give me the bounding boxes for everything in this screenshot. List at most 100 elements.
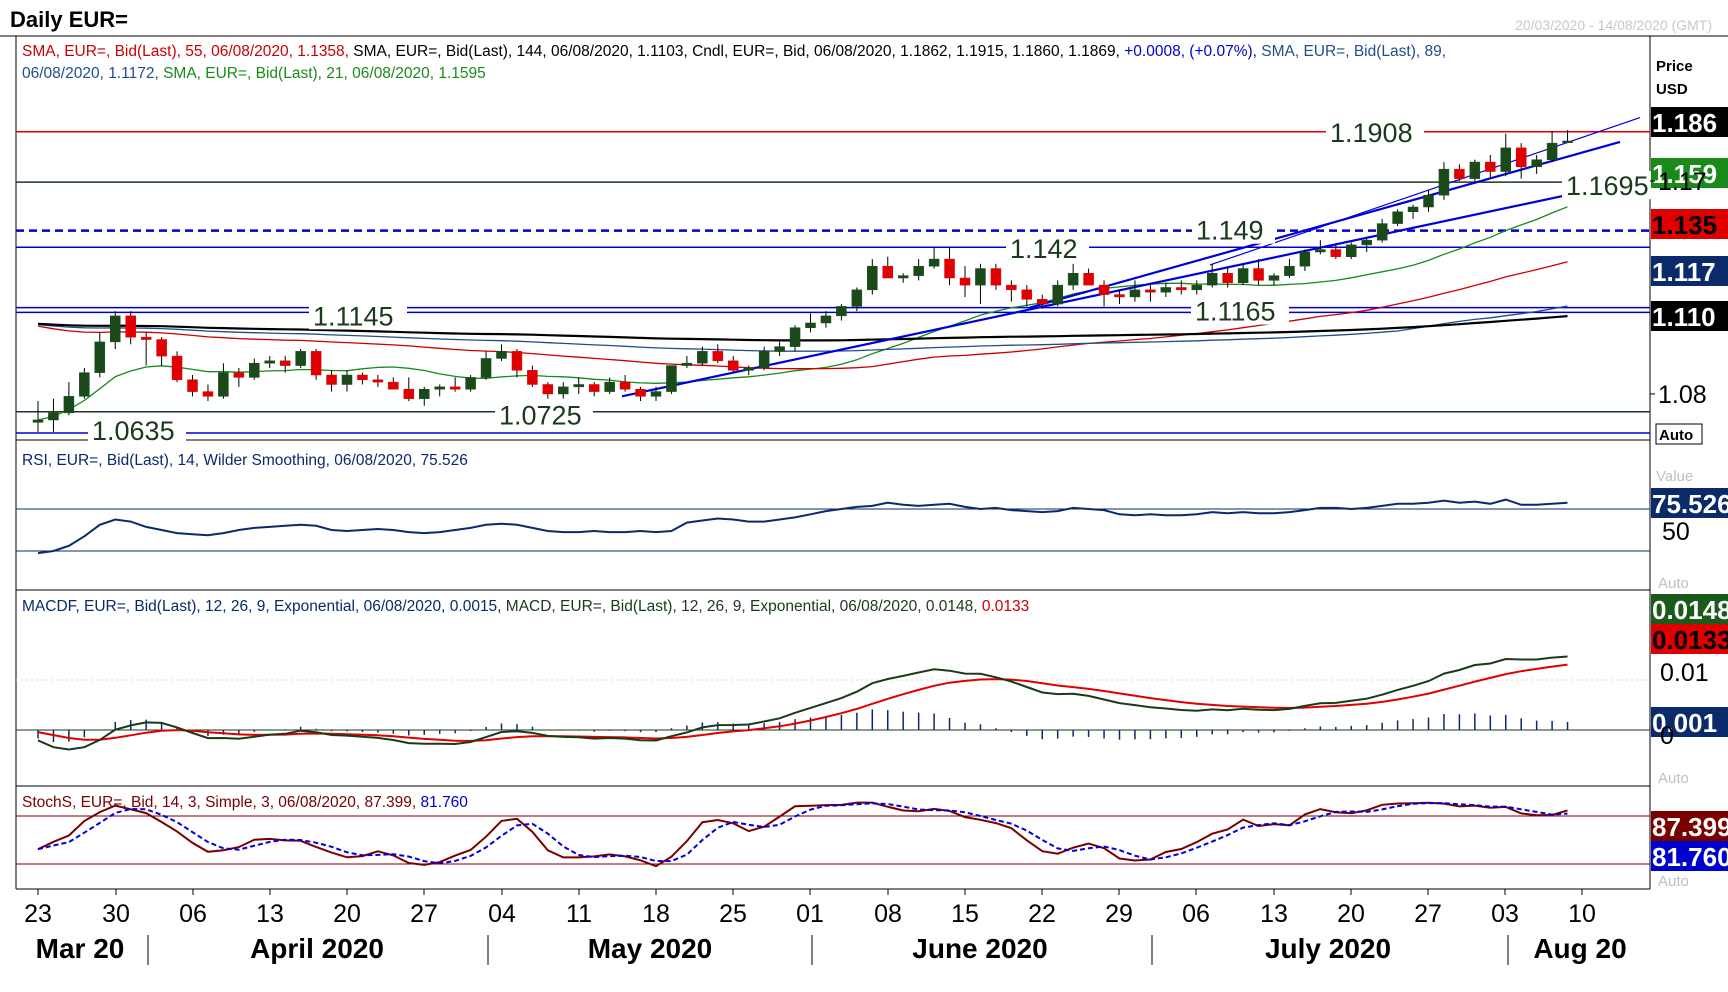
candle-up [1052, 284, 1063, 305]
x-month-label: April 2020 [250, 933, 384, 964]
rsi-tick-50: 50 [1662, 518, 1690, 546]
rsi-auto-label[interactable]: Auto [1658, 575, 1689, 592]
candle-down [388, 381, 399, 390]
moving-averages [37, 206, 1568, 421]
candle-down [1145, 289, 1156, 293]
price-auto-label[interactable]: Auto [1659, 427, 1693, 444]
macdf-badge-text: 0.001 [1652, 708, 1717, 738]
macd-auto-label[interactable]: Auto [1658, 770, 1689, 787]
candle-up [1206, 273, 1218, 286]
candle-up [79, 372, 90, 397]
candle-up [1268, 275, 1280, 281]
x-month-label: June 2020 [912, 933, 1047, 964]
candle-up [295, 351, 306, 366]
x-day-label: 27 [410, 900, 438, 928]
signal-badge [1651, 624, 1728, 654]
level-labels: 1.1908 1.1695 1.149 1.142 1.1145 1.1165 1.0725… [88, 118, 1660, 446]
candle-up [897, 275, 909, 279]
macd-tick-001: 0.01 [1660, 659, 1709, 687]
candle-up [1469, 161, 1481, 179]
candle-up [264, 360, 275, 364]
x-day-label: 30 [102, 900, 130, 928]
candle-down [588, 384, 600, 392]
candle-down [1253, 268, 1264, 281]
candle-down [882, 265, 893, 279]
candle-down [635, 388, 646, 397]
candle-down [1454, 168, 1465, 179]
candle-down [372, 379, 384, 383]
candle-up [1067, 273, 1079, 286]
candle-up [63, 396, 75, 414]
price-badges: 1.186 1.159 1.135 1.117 1.110 [1651, 107, 1728, 332]
candle-down [959, 277, 971, 286]
candle-up [1500, 147, 1511, 172]
x-day-label: 13 [256, 900, 284, 928]
axis-title-usd: USD [1656, 81, 1688, 98]
level-label: 1.149 [1196, 216, 1264, 246]
candle-down [1485, 161, 1496, 172]
level-label: 1.142 [1010, 234, 1078, 264]
price-badge [1651, 158, 1728, 188]
candle-down [619, 381, 631, 390]
candle-down [728, 360, 739, 371]
candle-up [1531, 159, 1542, 168]
legend-macdf: MACDF, EUR=, Bid(Last), 12, 26, 9, Expon… [22, 598, 506, 615]
candle-down [1330, 249, 1342, 257]
candle-down [310, 351, 322, 376]
candle-down [712, 351, 724, 362]
macd-series [16, 655, 1650, 751]
stoch-d-badge-text: 81.760 [1652, 842, 1728, 872]
level-label: 1.1145 [313, 301, 394, 331]
macd-legend: MACDF, EUR=, Bid(Last), 12, 26, 9, Expon… [22, 598, 1029, 615]
candle-up [697, 351, 708, 364]
price-badge [1651, 256, 1728, 286]
candle-down [187, 379, 198, 392]
candle-up [666, 365, 677, 392]
rsi-value-title: Value [1656, 468, 1693, 485]
candle-up [681, 362, 693, 366]
price-tick-label: 1.08 [1658, 381, 1707, 409]
candle-up [1299, 251, 1311, 267]
level-label: 1.1695 [1566, 171, 1649, 201]
sma-89-line [37, 305, 1568, 352]
stoch-k-badge [1651, 811, 1728, 841]
chart-title: Daily EUR= [10, 7, 128, 32]
stoch-k-badge-text: 87.399 [1652, 812, 1728, 842]
candle-down [1006, 284, 1017, 291]
candle-up [249, 362, 260, 378]
macdf-badge [1651, 707, 1728, 737]
candle-down [1176, 287, 1187, 291]
candle-down [233, 372, 245, 378]
price-legend-line1: SMA, EUR=, Bid(Last), 55, 06/08/2020, 1.… [22, 43, 1446, 60]
level-label: 1.1165 [1195, 297, 1276, 327]
price-badge [1651, 301, 1728, 331]
candle-down [1083, 273, 1094, 286]
sma-144-line [37, 315, 1568, 342]
candle-up [1346, 244, 1357, 257]
stochastic-series [16, 801, 1650, 868]
candle-up [1546, 142, 1558, 160]
price-auto-box[interactable] [1655, 423, 1703, 445]
candle-up [465, 377, 476, 390]
candle-down [171, 355, 183, 381]
stoch-auto-label[interactable]: Auto [1658, 873, 1689, 890]
candle-up [975, 268, 986, 286]
candle-up [789, 327, 801, 347]
candle-up [110, 315, 121, 343]
candle-up [805, 322, 816, 328]
candle-up [558, 386, 569, 395]
level-label-bg [1326, 117, 1424, 146]
candle-up [913, 265, 924, 276]
candle-down [1021, 289, 1033, 300]
candle-down [1114, 294, 1125, 298]
level-label-bg [1006, 234, 1089, 263]
panel-frames [0, 35, 1728, 890]
x-axis: 23 30 06 13 20 27 04 11 18 25 01 08 15 22 29 06 13 20 27 03… [24, 889, 1627, 965]
price-badge-text: 1.135 [1652, 210, 1717, 240]
level-label-bg [495, 400, 593, 429]
candle-up [341, 374, 353, 385]
support-resistance-levels [16, 131, 1650, 434]
candle-up [573, 384, 584, 388]
candle-up [836, 306, 847, 317]
